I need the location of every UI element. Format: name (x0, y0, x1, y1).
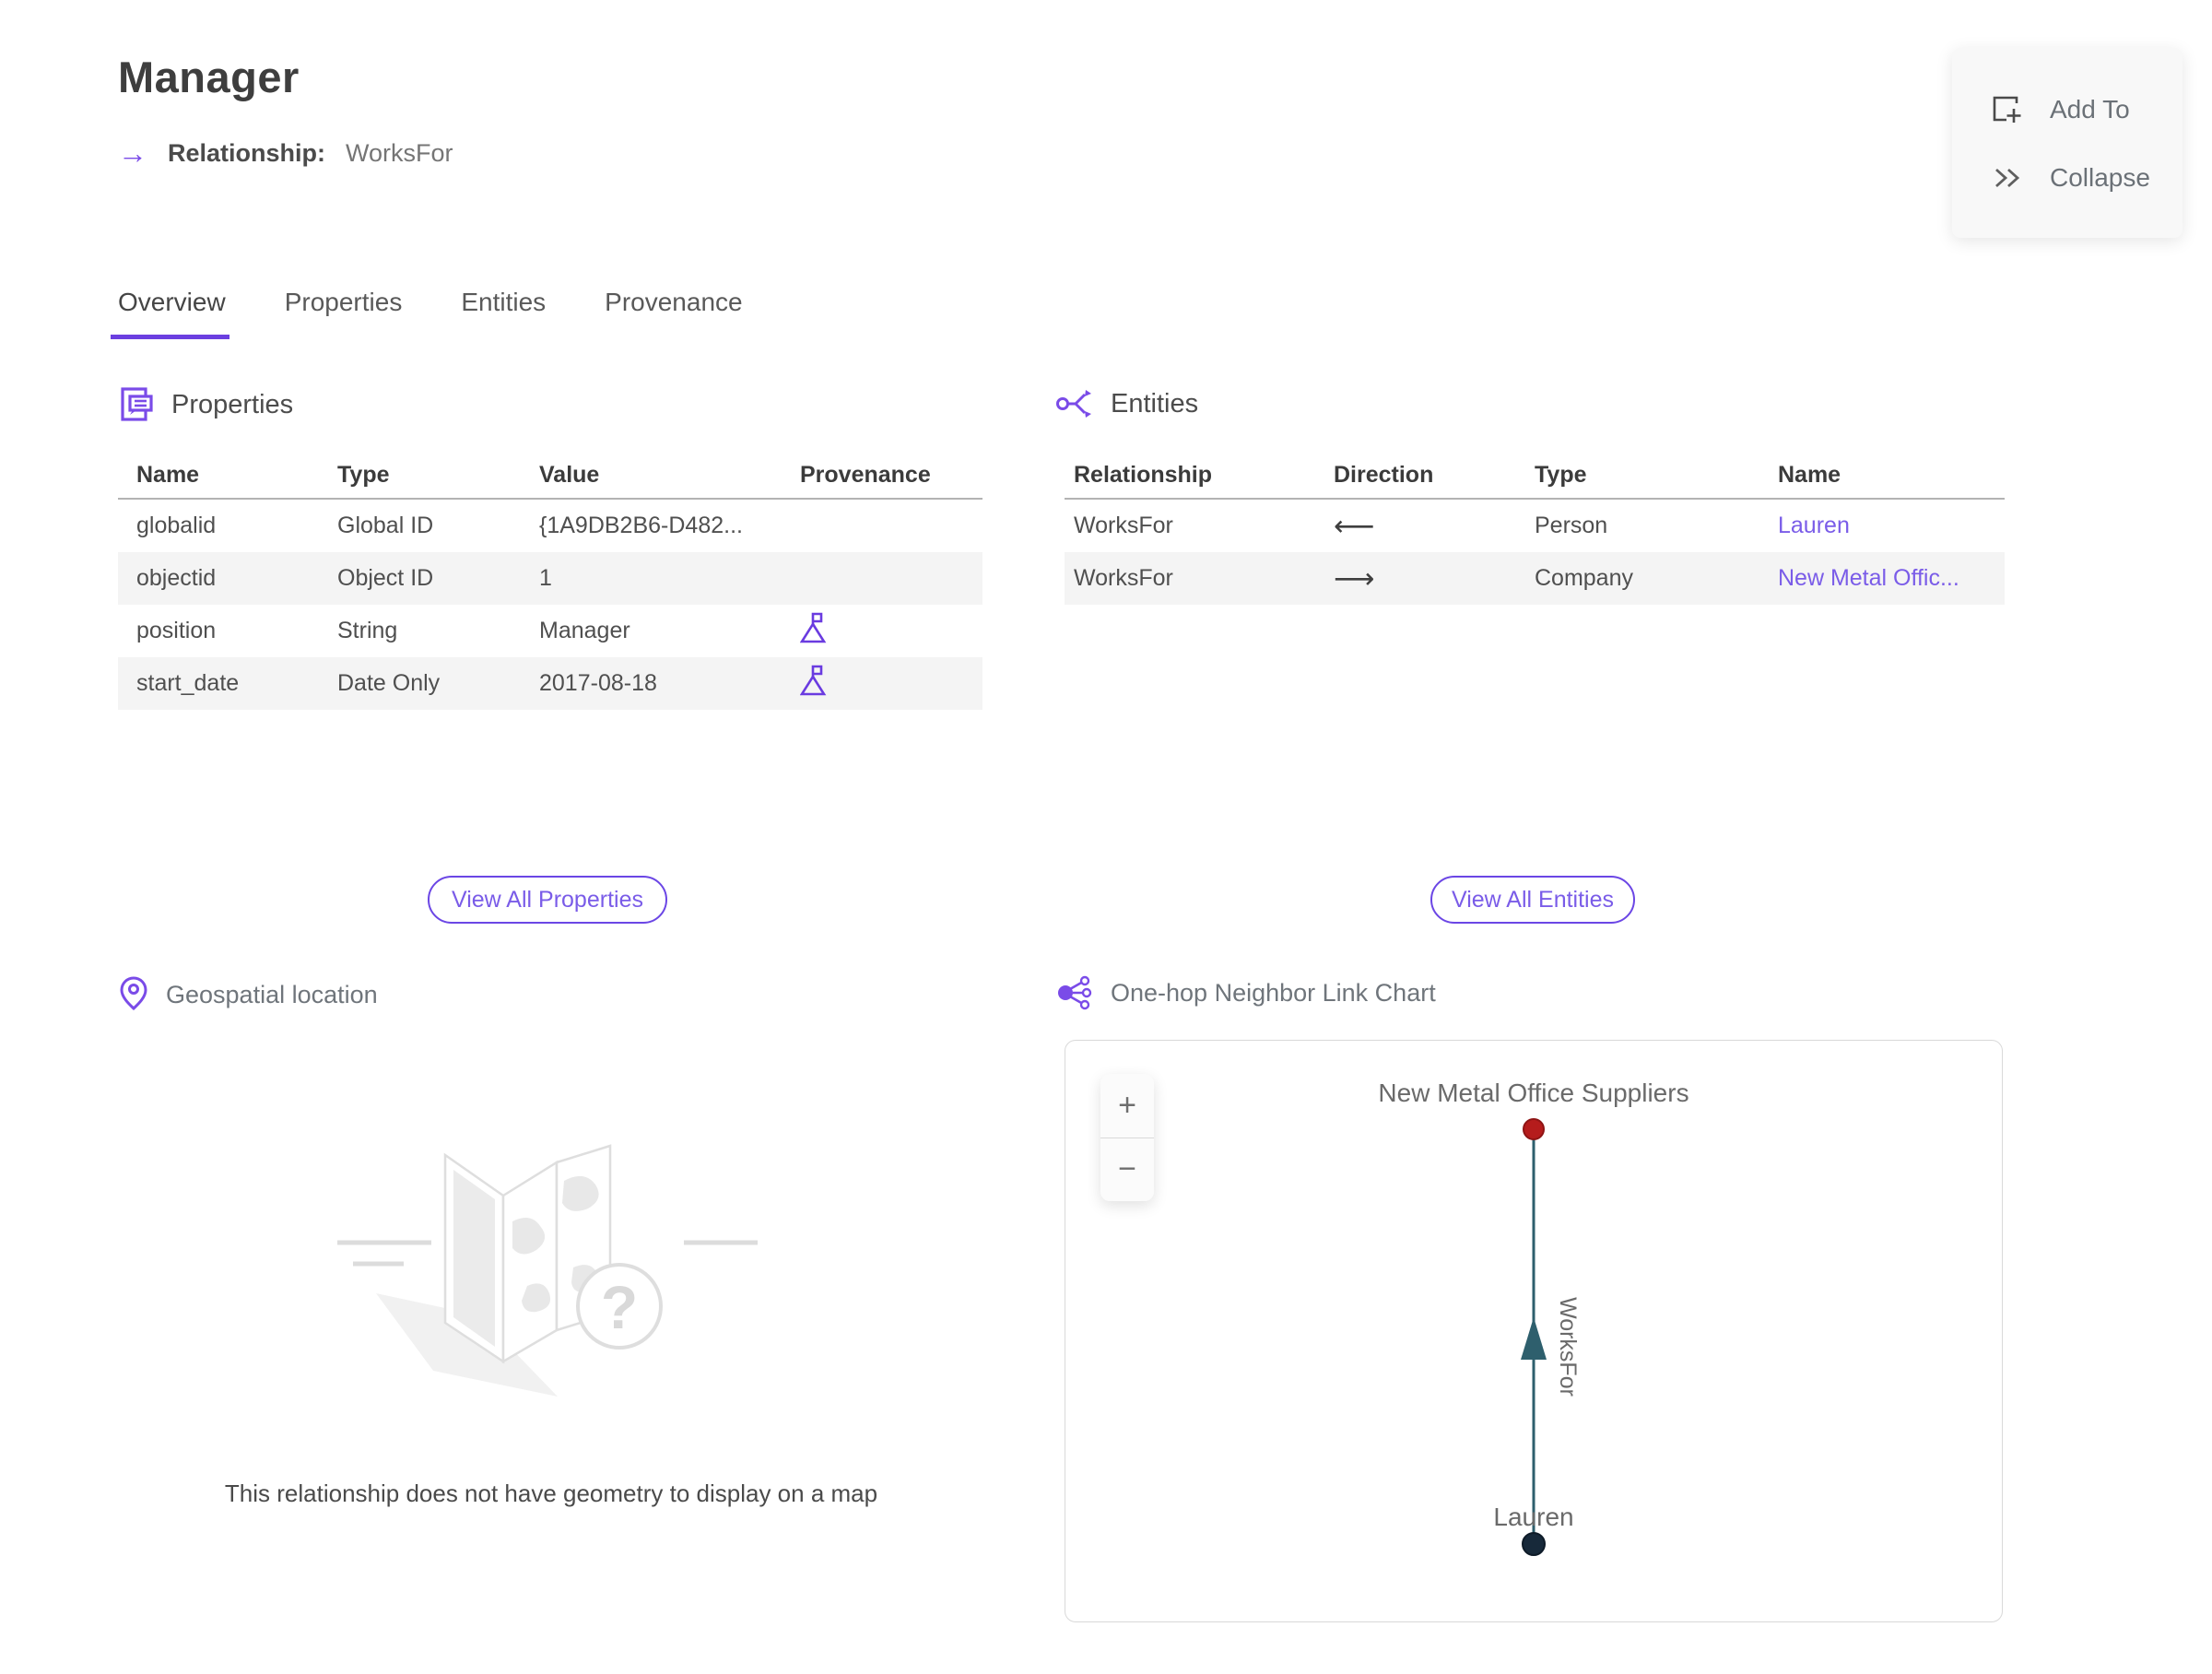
col-name: Name (1778, 461, 1841, 488)
collapse-label: Collapse (2050, 163, 2150, 192)
bottom-node-label: Lauren (1493, 1503, 1573, 1531)
relationship-type-subtitle: → Relationship: WorksFor (118, 138, 453, 168)
view-all-properties-button[interactable]: View All Properties (428, 876, 667, 924)
prop-type: String (337, 618, 398, 643)
provenance-flag-icon[interactable] (799, 611, 827, 644)
add-to-label: Add To (2050, 95, 2130, 124)
zoom-control: + − (1100, 1074, 1154, 1201)
col-type: Type (337, 461, 390, 488)
prop-value: {1A9DB2B6-D482... (539, 513, 743, 538)
properties-table: Name Type Value Provenance globalid Glob… (118, 452, 982, 710)
entity-relationship: WorksFor (1074, 565, 1173, 591)
detail-tabs: Overview Properties Entities Provenance (111, 288, 743, 339)
company-node[interactable] (1523, 1118, 1545, 1140)
entities-icon (1056, 390, 1091, 418)
table-row: WorksFor ⟵ Person Lauren (1065, 500, 2005, 552)
prop-name: globalid (136, 513, 217, 538)
prop-type: Object ID (337, 565, 434, 591)
col-name: Name (136, 461, 200, 488)
edge-label: WorksFor (1555, 1297, 1581, 1397)
link-chart-section-title: One-hop Neighbor Link Chart (1111, 978, 1436, 1007)
prop-type: Global ID (337, 513, 434, 538)
direction-arrow: ⟶ (1334, 561, 1375, 595)
add-to-button[interactable]: Add To (1952, 92, 2183, 127)
link-chart-section-header: One-hop Neighbor Link Chart (1055, 975, 1436, 1010)
entities-table-header: Relationship Direction Type Name (1065, 452, 2005, 500)
entities-table: Relationship Direction Type Name WorksFo… (1065, 452, 2005, 605)
entities-section-header: Entities (1055, 385, 1198, 422)
link-chart-canvas[interactable]: WorksFor New Metal Office Suppliers Laur… (1065, 1041, 2002, 1621)
link-chart-icon (1058, 975, 1092, 1010)
edge-arrowhead (1521, 1317, 1547, 1360)
table-row: objectid Object ID 1 (118, 552, 982, 605)
geospatial-empty-message: This relationship does not have geometry… (224, 1479, 878, 1507)
tab-properties[interactable]: Properties (284, 288, 403, 316)
prop-value: 1 (539, 565, 552, 591)
view-all-entities-button[interactable]: View All Entities (1430, 876, 1635, 924)
map-pin-icon (120, 976, 147, 1011)
quick-actions-panel: Add To Collapse (1952, 48, 2183, 238)
table-row: WorksFor ⟶ Company New Metal Offic... (1065, 552, 2005, 605)
properties-icon (121, 387, 153, 421)
entity-relationship: WorksFor (1074, 513, 1173, 538)
entity-name-link[interactable]: Lauren (1778, 513, 1850, 538)
entity-type: Company (1535, 565, 1633, 591)
map-placeholder-illustration: ? (337, 1144, 758, 1397)
relationship-type-value: WorksFor (346, 138, 453, 167)
geospatial-section-title: Geospatial location (166, 980, 378, 1008)
prop-name: objectid (136, 565, 217, 591)
prop-value: Manager (539, 618, 630, 643)
tab-overview[interactable]: Overview (111, 288, 229, 339)
table-row: position String Manager (118, 605, 982, 657)
table-row: start_date Date Only 2017-08-18 (118, 657, 982, 710)
col-direction: Direction (1334, 461, 1434, 488)
link-chart-panel: + − WorksFor New Metal Office Suppliers … (1065, 1040, 2003, 1622)
prop-type: Date Only (337, 670, 441, 696)
col-value: Value (539, 461, 600, 488)
col-type: Type (1535, 461, 1587, 488)
chevrons-right-icon (1995, 168, 2020, 188)
properties-section-title: Properties (171, 389, 294, 419)
page-title: Manager (118, 53, 300, 101)
properties-table-header: Name Type Value Provenance (118, 452, 982, 500)
zoom-out-button[interactable]: − (1100, 1137, 1154, 1202)
entity-type: Person (1535, 513, 1608, 538)
tab-entities[interactable]: Entities (461, 288, 547, 316)
person-node[interactable] (1522, 1532, 1546, 1556)
relationship-type-label: Relationship: (168, 138, 326, 167)
col-relationship: Relationship (1074, 461, 1213, 488)
entities-section-title: Entities (1111, 388, 1199, 418)
prop-value: 2017-08-18 (539, 670, 657, 696)
provenance-flag-icon[interactable] (799, 664, 827, 697)
relationship-arrow-icon: → (118, 136, 147, 170)
top-node-label: New Metal Office Suppliers (1378, 1079, 1688, 1107)
table-row: globalid Global ID {1A9DB2B6-D482... (118, 500, 982, 552)
geospatial-section-header: Geospatial location (118, 975, 378, 1014)
prop-name: start_date (136, 670, 240, 696)
tab-provenance[interactable]: Provenance (605, 288, 743, 316)
add-to-icon (1993, 96, 2021, 123)
zoom-in-button[interactable]: + (1118, 1087, 1136, 1123)
col-provenance: Provenance (800, 461, 931, 488)
entity-name-link[interactable]: New Metal Offic... (1778, 565, 1959, 591)
collapse-button[interactable]: Collapse (1952, 162, 2183, 194)
svg-text:?: ? (601, 1273, 638, 1341)
properties-section-header: Properties (118, 385, 293, 424)
direction-arrow: ⟵ (1334, 509, 1375, 543)
prop-name: position (136, 618, 217, 643)
